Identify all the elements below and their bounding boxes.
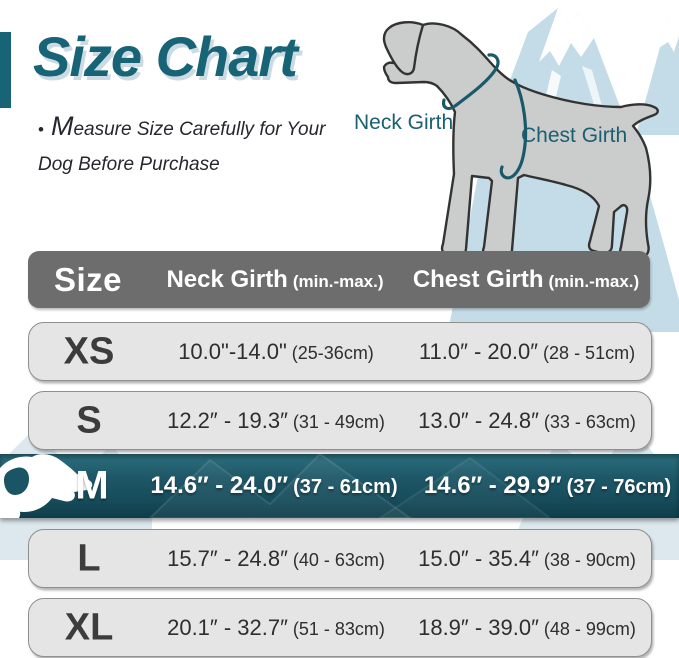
table-header-row: Size Neck Girth (min.-max.) Chest Girth (m… xyxy=(28,251,650,308)
header-chest-girth: Chest Girth (min.-max.) xyxy=(412,265,640,293)
chest-girth-value: 18.9″ - 39.0″ (48 - 99cm) xyxy=(418,614,636,640)
size-label: XS xyxy=(63,330,115,372)
neck-girth-value: 14.6″ - 24.0″ (37 - 61cm) xyxy=(150,472,398,499)
neck-girth-value: 10.0"-14.0" (25-36cm) xyxy=(178,338,374,364)
table-row-xl: XL 20.1″ - 32.7″ (51 - 83cm) 18.9″ - 39.0… xyxy=(28,598,652,657)
neck-girth-value: 20.1″ - 32.7″ (51 - 83cm) xyxy=(167,614,385,640)
measure-note-initial: M xyxy=(50,111,74,141)
chest-girth-value: 14.6″ - 29.9″ (37 - 76cm) xyxy=(423,472,672,499)
page-title: Size Chart xyxy=(33,25,298,88)
measure-note: • Measure Size Carefully for Your Dog Bef… xyxy=(38,112,338,182)
size-label: M xyxy=(75,463,109,508)
measure-note-text: easure Size Carefully for Your Dog Befor… xyxy=(38,119,326,176)
neck-girth-value: 12.2″ - 19.3″ (31 - 49cm) xyxy=(167,407,385,433)
size-label: L xyxy=(77,537,101,579)
neck-girth-value: 15.7″ - 24.8″ (40 - 63cm) xyxy=(167,545,385,571)
table-row-m-highlighted: M 14.6″ - 24.0″ (37 - 61cm) 14.6″ - 29.9″… xyxy=(0,454,679,518)
table-row-s: S 12.2″ - 19.3″ (31 - 49cm) 13.0″ - 24.8″… xyxy=(28,391,652,450)
size-label: XL xyxy=(64,606,114,648)
m-row-mountain-watermark xyxy=(150,454,552,518)
header-neck-girth: Neck Girth (min.-max.) xyxy=(166,265,384,293)
dog-head-icon xyxy=(0,454,93,518)
neck-girth-line xyxy=(442,53,500,111)
girth-lines xyxy=(442,53,528,180)
header-size: Size xyxy=(53,260,123,298)
chest-girth-label: Chest Girth xyxy=(521,124,628,147)
chest-girth-value: 11.0″ - 20.0″ (28 - 51cm) xyxy=(418,338,636,364)
table-row-l: L 15.7″ - 24.8″ (40 - 63cm) 15.0″ - 35.4″… xyxy=(28,529,652,588)
title-accent-bar xyxy=(0,32,11,108)
bullet-icon: • xyxy=(38,120,44,139)
dog-silhouette xyxy=(382,20,659,262)
neck-girth-label: Neck Girth xyxy=(354,111,454,134)
chest-girth-value: 13.0″ - 24.8″ (33 - 63cm) xyxy=(418,407,636,433)
size-label: S xyxy=(76,399,102,441)
chest-girth-line xyxy=(499,78,528,180)
table-row-xs: XS 10.0"-14.0" (25-36cm) 11.0″ - 20.0″ (28… xyxy=(28,322,652,381)
chest-girth-value: 15.0″ - 35.4″ (38 - 90cm) xyxy=(418,545,636,571)
